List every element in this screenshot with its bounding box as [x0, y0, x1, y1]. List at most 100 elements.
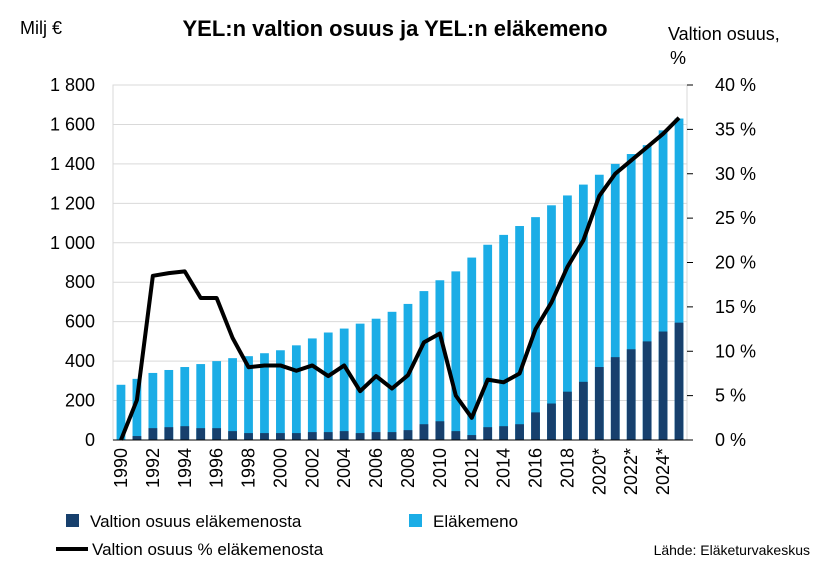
right-tick-label: 10 % [715, 341, 756, 361]
bar-elakemeno [435, 280, 445, 440]
bar-elakemeno [180, 367, 190, 440]
bar-valtion-osuus [674, 322, 684, 440]
x-tick-label: 2012 [462, 448, 482, 488]
x-tick-label: 1994 [175, 448, 195, 488]
x-tick-label: 2006 [366, 448, 386, 488]
bar-valtion-osuus [148, 428, 158, 440]
bar-elakemeno [228, 358, 237, 440]
bar-valtion-osuus [403, 430, 413, 440]
bar-elakemeno [515, 226, 524, 440]
right-tick-label: 40 % [715, 75, 756, 95]
bar-valtion-osuus [642, 341, 652, 440]
legend: Valtion osuus eläkemenosta Eläkemeno Val… [56, 512, 518, 559]
bar-elakemeno [307, 338, 317, 440]
bar-valtion-osuus [355, 433, 365, 440]
bar-elakemeno [642, 145, 652, 440]
right-axis-label-line2: % [670, 48, 686, 68]
bar-valtion-osuus [531, 412, 540, 440]
bar-valtion-osuus [339, 431, 349, 440]
bar-elakemeno [658, 130, 668, 440]
left-tick-label: 600 [65, 312, 95, 332]
bar-valtion-osuus [276, 433, 285, 440]
bar-elakemeno [674, 118, 684, 441]
bar-valtion-osuus [212, 428, 222, 440]
bar-valtion-osuus [499, 426, 509, 440]
bar-elakemeno [276, 350, 285, 440]
x-tick-label: 2022* [621, 448, 641, 495]
legend-swatch-elakemeno [409, 514, 422, 527]
x-tick-label: 2020* [589, 448, 609, 495]
left-tick-label: 1 200 [50, 193, 95, 213]
bar-valtion-osuus [244, 433, 253, 440]
x-tick-label: 2008 [398, 448, 418, 488]
bar-valtion-osuus [307, 432, 317, 440]
bar-valtion-osuus [594, 367, 604, 440]
x-tick-label: 2004 [334, 448, 354, 488]
bar-valtion-osuus [451, 431, 461, 440]
bar-valtion-osuus [610, 357, 620, 440]
bar-elakemeno [196, 364, 206, 440]
right-tick-label: 15 % [715, 297, 756, 317]
x-tick-label: 2002 [302, 448, 322, 488]
bar-elakemeno [594, 174, 604, 440]
bar-elakemeno [387, 311, 397, 440]
right-tick-label: 20 % [715, 253, 756, 273]
x-tick-label: 1990 [111, 448, 131, 488]
left-tick-label: 800 [65, 272, 95, 292]
bar-elakemeno [371, 318, 381, 440]
bar-elakemeno [499, 234, 509, 440]
legend-label-elakemeno: Eläkemeno [433, 512, 518, 531]
bar-valtion-osuus [419, 424, 429, 440]
right-axis-label-line1: Valtion osuus, [668, 24, 780, 44]
bar-elakemeno [355, 323, 365, 440]
bar-elakemeno [563, 195, 572, 440]
left-tick-label: 1 000 [50, 233, 95, 253]
bar-valtion-osuus [578, 381, 588, 440]
bar-valtion-osuus [483, 427, 493, 440]
x-tick-label: 1992 [143, 448, 163, 488]
bar-valtion-osuus [132, 436, 142, 440]
bar-elakemeno [244, 356, 253, 440]
bar-valtion-osuus [387, 432, 397, 440]
x-tick-label: 2024* [653, 448, 673, 495]
x-tick-label: 2016 [526, 448, 546, 488]
legend-label-valtion-osuus-prosentti: Valtion osuus % eläkemenosta [92, 540, 324, 559]
x-axis-ticks: 1990 1992 1994 1996 1998 2000 2002 2004 2006 2008… [111, 448, 673, 495]
bar-valtion-osuus [180, 426, 190, 440]
bar-valtion-osuus [626, 349, 636, 440]
bar-valtion-osuus [291, 433, 301, 440]
bar-elakemeno [626, 154, 636, 440]
left-tick-label: 1 400 [50, 154, 95, 174]
left-tick-label: 400 [65, 351, 95, 371]
left-tick-label: 200 [65, 391, 95, 411]
right-tick-label: 0 % [715, 430, 746, 450]
bar-valtion-osuus [515, 424, 524, 440]
line-valtion-osuus-prosentti [119, 116, 681, 441]
right-tick-label: 30 % [715, 164, 756, 184]
bar-elakemeno [339, 328, 349, 440]
bar-elakemeno [419, 291, 429, 440]
legend-label-valtion-osuus: Valtion osuus eläkemenosta [90, 512, 302, 531]
right-tick-label: 25 % [715, 208, 756, 228]
left-tick-label: 1 600 [50, 114, 95, 134]
left-axis-ticks: 0 200 400 600 800 1 000 1 200 1 400 1 600 1 800 [50, 75, 95, 450]
x-tick-label: 2018 [557, 448, 577, 488]
source-note: Lähde: Eläketurvakeskus [654, 542, 810, 558]
bar-elakemeno [610, 163, 620, 440]
series-valtion-osuus-prosentti [119, 116, 681, 441]
bar-elakemeno [483, 244, 493, 440]
bar-valtion-osuus [228, 431, 237, 440]
bar-elakemeno [164, 369, 174, 440]
bar-valtion-osuus [547, 403, 556, 440]
chart-title: YEL:n valtion osuus ja YEL:n eläkemeno [182, 16, 607, 41]
right-tick-label: 5 % [715, 386, 746, 406]
left-tick-label: 1 800 [50, 75, 95, 95]
bar-valtion-osuus [563, 391, 572, 440]
bar-valtion-osuus [658, 331, 668, 440]
x-tick-label: 1996 [207, 448, 227, 488]
bar-valtion-osuus [323, 432, 333, 440]
bar-valtion-osuus [467, 435, 477, 440]
bar-elakemeno [547, 205, 556, 440]
bar-valtion-osuus [435, 421, 445, 440]
